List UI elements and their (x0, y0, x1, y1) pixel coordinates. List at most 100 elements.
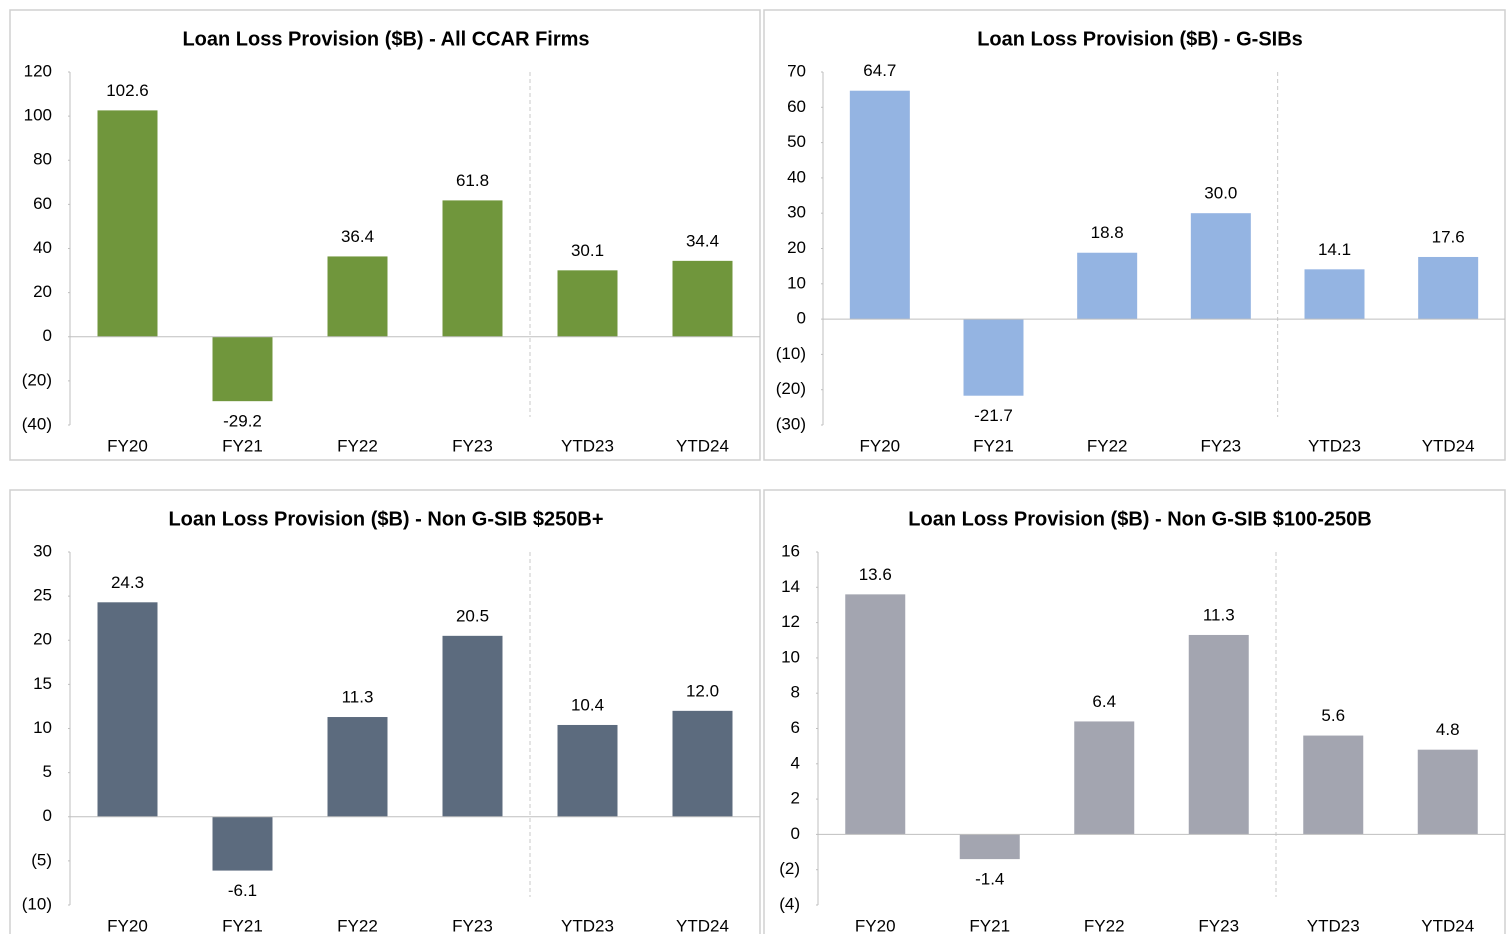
bar (1303, 735, 1364, 835)
chart-title: Loan Loss Provision ($B) - Non G-SIB $10… (908, 508, 1371, 530)
data-label: 12.0 (686, 681, 719, 700)
bar (1188, 634, 1249, 835)
x-tick-label: YTD23 (1308, 436, 1361, 455)
data-label: 34.4 (686, 231, 719, 250)
y-tick-label: 100 (24, 106, 52, 125)
x-tick-label: FY23 (452, 436, 493, 455)
y-tick-label: 30 (33, 541, 52, 560)
x-tick-label: FY21 (973, 436, 1014, 455)
x-tick-label: FY23 (1201, 436, 1242, 455)
y-tick-label: (30) (776, 414, 806, 433)
y-tick-label: (10) (22, 894, 52, 913)
data-label: 6.4 (1092, 692, 1116, 711)
y-tick-label: 12 (781, 612, 800, 631)
y-tick-label: (10) (776, 344, 806, 363)
bar (442, 200, 503, 337)
bar (97, 110, 158, 337)
y-tick-label: 5 (43, 762, 52, 781)
y-tick-label: 6 (791, 718, 800, 737)
y-tick-label: 70 (787, 61, 806, 80)
y-tick-label: 40 (787, 167, 806, 186)
y-tick-label: 0 (791, 824, 800, 843)
x-tick-label: FY20 (860, 436, 901, 455)
data-label: 18.8 (1091, 223, 1124, 242)
x-tick-label: FY23 (452, 916, 493, 934)
panel-border (9, 489, 761, 934)
y-tick-label: (20) (776, 379, 806, 398)
x-tick-label: FY21 (222, 436, 263, 455)
y-tick-label: (40) (22, 414, 52, 433)
y-tick-label: 14 (781, 577, 800, 596)
bar (212, 336, 273, 402)
data-label: 36.4 (341, 227, 374, 246)
data-label: -6.1 (228, 881, 257, 900)
data-label: -29.2 (223, 412, 262, 431)
x-tick-label: YTD24 (1421, 916, 1474, 934)
bar (672, 260, 733, 337)
y-tick-label: 2 (791, 789, 800, 808)
x-tick-label: FY21 (222, 916, 263, 934)
bar (1418, 256, 1479, 320)
bar (557, 724, 618, 817)
y-tick-label: 20 (33, 630, 52, 649)
bar (442, 635, 503, 817)
y-tick-label: 60 (33, 194, 52, 213)
data-label: 10.4 (571, 695, 604, 714)
data-label: 30.0 (1204, 184, 1237, 203)
x-tick-label: YTD23 (561, 916, 614, 934)
data-label: -21.7 (974, 406, 1013, 425)
x-tick-label: FY22 (1084, 916, 1125, 934)
data-label: 17.6 (1432, 227, 1465, 246)
chart-title: Loan Loss Provision ($B) - G-SIBs (977, 28, 1303, 50)
bar (557, 270, 618, 337)
x-tick-label: FY20 (107, 916, 148, 934)
data-label: 11.3 (1203, 605, 1235, 624)
panel-border (9, 9, 761, 461)
bar (97, 602, 158, 817)
bar (672, 710, 733, 817)
bar (1304, 269, 1365, 320)
data-label: -1.4 (975, 870, 1004, 889)
x-tick-label: FY22 (1087, 436, 1128, 455)
y-tick-label: 15 (33, 674, 52, 693)
panel-border (763, 9, 1506, 461)
x-tick-label: YTD23 (561, 436, 614, 455)
bar (849, 90, 910, 320)
y-tick-label: 60 (787, 97, 806, 116)
y-tick-label: 50 (787, 132, 806, 151)
bar (845, 594, 906, 835)
x-tick-label: FY23 (1198, 916, 1239, 934)
x-tick-label: YTD23 (1307, 916, 1360, 934)
bar (1077, 252, 1138, 320)
y-tick-label: 10 (787, 273, 806, 292)
data-label: 61.8 (456, 171, 489, 190)
data-label: 24.3 (111, 573, 144, 592)
x-tick-label: YTD24 (676, 436, 729, 455)
data-label: 30.1 (571, 241, 604, 260)
y-tick-label: 20 (33, 282, 52, 301)
y-tick-label: 0 (797, 309, 806, 328)
y-tick-label: 25 (33, 586, 52, 605)
data-label: 5.6 (1321, 706, 1345, 725)
y-tick-label: (5) (31, 850, 52, 869)
y-tick-label: 10 (781, 647, 800, 666)
y-tick-label: 10 (33, 718, 52, 737)
y-tick-label: 4 (791, 753, 800, 772)
data-label: 102.6 (106, 81, 149, 100)
bar (959, 834, 1020, 860)
y-tick-label: 0 (43, 326, 52, 345)
x-tick-label: FY20 (107, 436, 148, 455)
data-label: 13.6 (859, 565, 892, 584)
bar (212, 816, 273, 871)
chart-title: Loan Loss Provision ($B) - Non G-SIB $25… (168, 508, 603, 530)
y-tick-label: 30 (787, 203, 806, 222)
y-tick-label: 0 (43, 806, 52, 825)
data-label: 11.3 (342, 688, 374, 707)
bar (327, 256, 388, 337)
bar (327, 717, 388, 817)
data-label: 20.5 (456, 606, 489, 625)
x-tick-label: YTD24 (676, 916, 729, 934)
chart-title: Loan Loss Provision ($B) - All CCAR Firm… (182, 28, 589, 50)
y-tick-label: 8 (791, 683, 800, 702)
